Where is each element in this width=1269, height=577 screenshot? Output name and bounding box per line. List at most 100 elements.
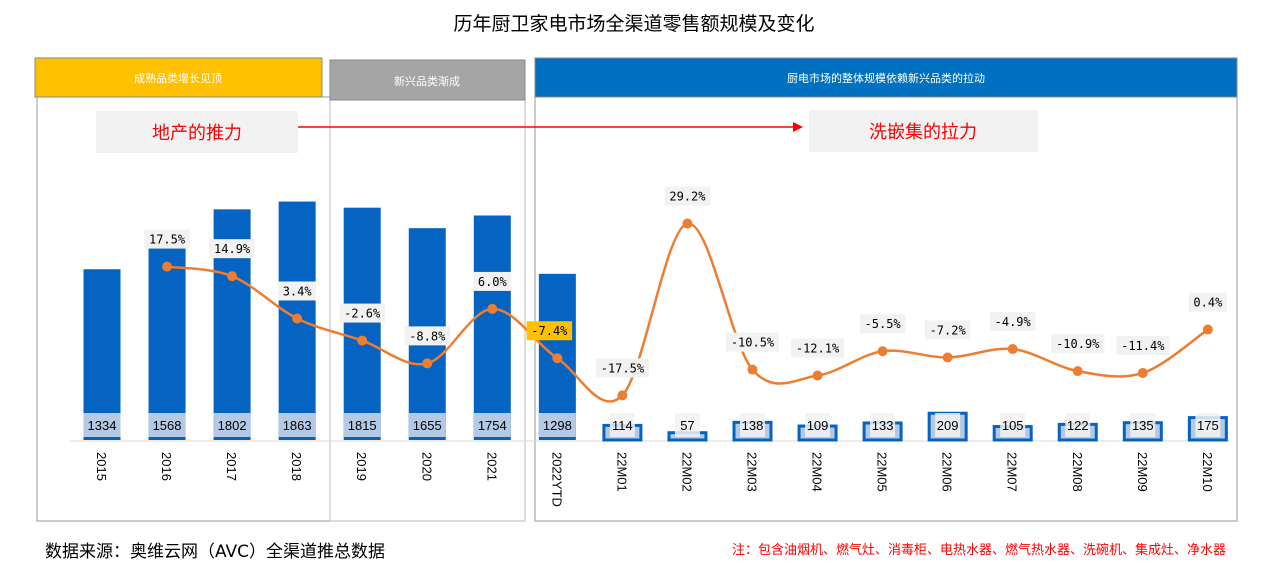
bar-value-label: 1334 <box>88 418 117 433</box>
pct-label: -2.6% <box>344 307 381 321</box>
bar-value-box <box>1130 413 1156 437</box>
pct-label-box <box>726 332 779 352</box>
pct-label-box <box>339 303 385 323</box>
panel-2-header <box>329 59 526 101</box>
line-point <box>942 352 953 363</box>
x-tick-label: 22M08 <box>1070 452 1085 492</box>
pct-label-box <box>595 358 649 378</box>
pct-label-box <box>664 186 711 206</box>
panel-3-header <box>534 57 1238 98</box>
bar-value-label: 105 <box>1002 418 1024 433</box>
line-point <box>357 335 368 346</box>
pct-label-box <box>791 338 845 358</box>
x-tick-label: 2016 <box>159 452 174 481</box>
force-left-label: 地产的推力 <box>152 123 242 144</box>
bar-value-box <box>83 413 121 437</box>
bar-value-box <box>870 413 896 437</box>
bar-value-label: 133 <box>872 418 894 433</box>
x-tick-label: 2019 <box>354 452 369 481</box>
x-tick-label: 2017 <box>224 452 239 481</box>
bar-value-box <box>148 413 186 437</box>
bar-value-label: 175 <box>1197 418 1219 433</box>
pct-label: 6.0% <box>478 275 508 289</box>
pct-label-box <box>859 314 906 334</box>
pct-label: -5.5% <box>865 317 902 331</box>
x-tick-label: 22M03 <box>745 452 760 492</box>
line-point <box>617 390 628 401</box>
x-tick-label: 2021 <box>484 452 499 481</box>
pct-label: -17.5% <box>601 361 645 375</box>
bar-value-label: 135 <box>1132 418 1154 433</box>
pct-label-box <box>526 321 573 341</box>
bar-value-label: 138 <box>742 418 764 433</box>
x-tick-label: 22M01 <box>614 452 629 492</box>
bar-value-box <box>408 413 446 437</box>
bar-value-label: 109 <box>807 418 829 433</box>
pct-label: 17.5% <box>149 233 186 247</box>
bar-value-box <box>1065 413 1091 437</box>
panel-1-header <box>34 57 323 98</box>
pct-label-box <box>144 229 190 249</box>
line-point <box>812 370 823 381</box>
force-left-box <box>96 111 298 153</box>
panel-3-label: 厨电市场的整体规模依赖新兴品类的拉动 <box>787 71 985 85</box>
arrow-head-icon <box>793 122 803 132</box>
pct-label: -7.4% <box>531 324 568 338</box>
line-point <box>227 271 238 282</box>
x-tick-label: 22M10 <box>1200 452 1215 492</box>
line-point <box>487 303 498 314</box>
bar <box>473 215 511 440</box>
growth-line <box>166 222 1209 403</box>
pct-label-box <box>1051 334 1105 354</box>
bar-value-box <box>343 413 381 437</box>
data-source: 数据来源：奥维云网（AVC）全渠道推总数据 <box>45 542 385 562</box>
bar-value-label: 122 <box>1067 418 1089 433</box>
force-right-label: 洗嵌集的拉力 <box>869 122 977 143</box>
footnote: 注：包含油烟机、燃气灶、消毒柜、电热水器、燃气热水器、洗碗机、集成灶、净水器 <box>732 542 1226 558</box>
bar-value-label: 1655 <box>413 418 442 433</box>
force-right-box <box>809 110 1038 152</box>
line-point <box>682 218 693 229</box>
line-point <box>747 364 758 375</box>
x-tick-label: 2022YTD <box>549 452 564 507</box>
pct-label: -8.8% <box>409 329 446 343</box>
pct-label-box <box>989 312 1036 332</box>
x-tick-label: 2018 <box>289 452 304 481</box>
x-tick-label: 22M09 <box>1135 452 1150 492</box>
pct-label: -12.1% <box>796 342 840 356</box>
pct-label: -11.4% <box>1121 339 1165 353</box>
x-tick-label: 22M05 <box>875 452 890 492</box>
x-tick-label: 2020 <box>419 452 434 481</box>
bar-value-box <box>935 413 961 437</box>
line-point <box>1202 324 1213 335</box>
line-point <box>162 261 173 272</box>
pct-label-box <box>1188 292 1227 312</box>
bar-value-label: 1568 <box>153 418 182 433</box>
pct-label: -7.2% <box>930 323 967 337</box>
bar-value-label: 57 <box>680 418 694 433</box>
panel-2-label: 新兴品类渐成 <box>394 74 460 88</box>
bar-value-box <box>473 413 511 437</box>
bar-value-label: 209 <box>937 418 959 433</box>
line-point <box>292 313 303 324</box>
bar-value-box <box>1000 413 1026 437</box>
pct-label: 14.9% <box>214 242 251 256</box>
x-tick-label: 22M02 <box>679 452 694 492</box>
x-tick-label: 22M07 <box>1005 452 1020 492</box>
line-point <box>552 353 563 364</box>
bar-value-box <box>740 413 765 437</box>
pct-label: -10.9% <box>1056 337 1100 351</box>
pct-label-box <box>278 281 317 301</box>
line-point <box>1007 344 1018 355</box>
bar <box>343 207 381 440</box>
bar-value-box <box>805 413 831 437</box>
pct-label-box <box>1116 335 1170 355</box>
bar-value-box <box>278 413 316 437</box>
line-point <box>1072 366 1083 377</box>
panel-1-label: 成熟品类增长见顶 <box>134 71 222 85</box>
x-tick-label: 2015 <box>94 452 109 481</box>
bar-value-box <box>1195 413 1221 437</box>
bar-value-label: 1802 <box>218 418 247 433</box>
line-point <box>1137 367 1148 378</box>
